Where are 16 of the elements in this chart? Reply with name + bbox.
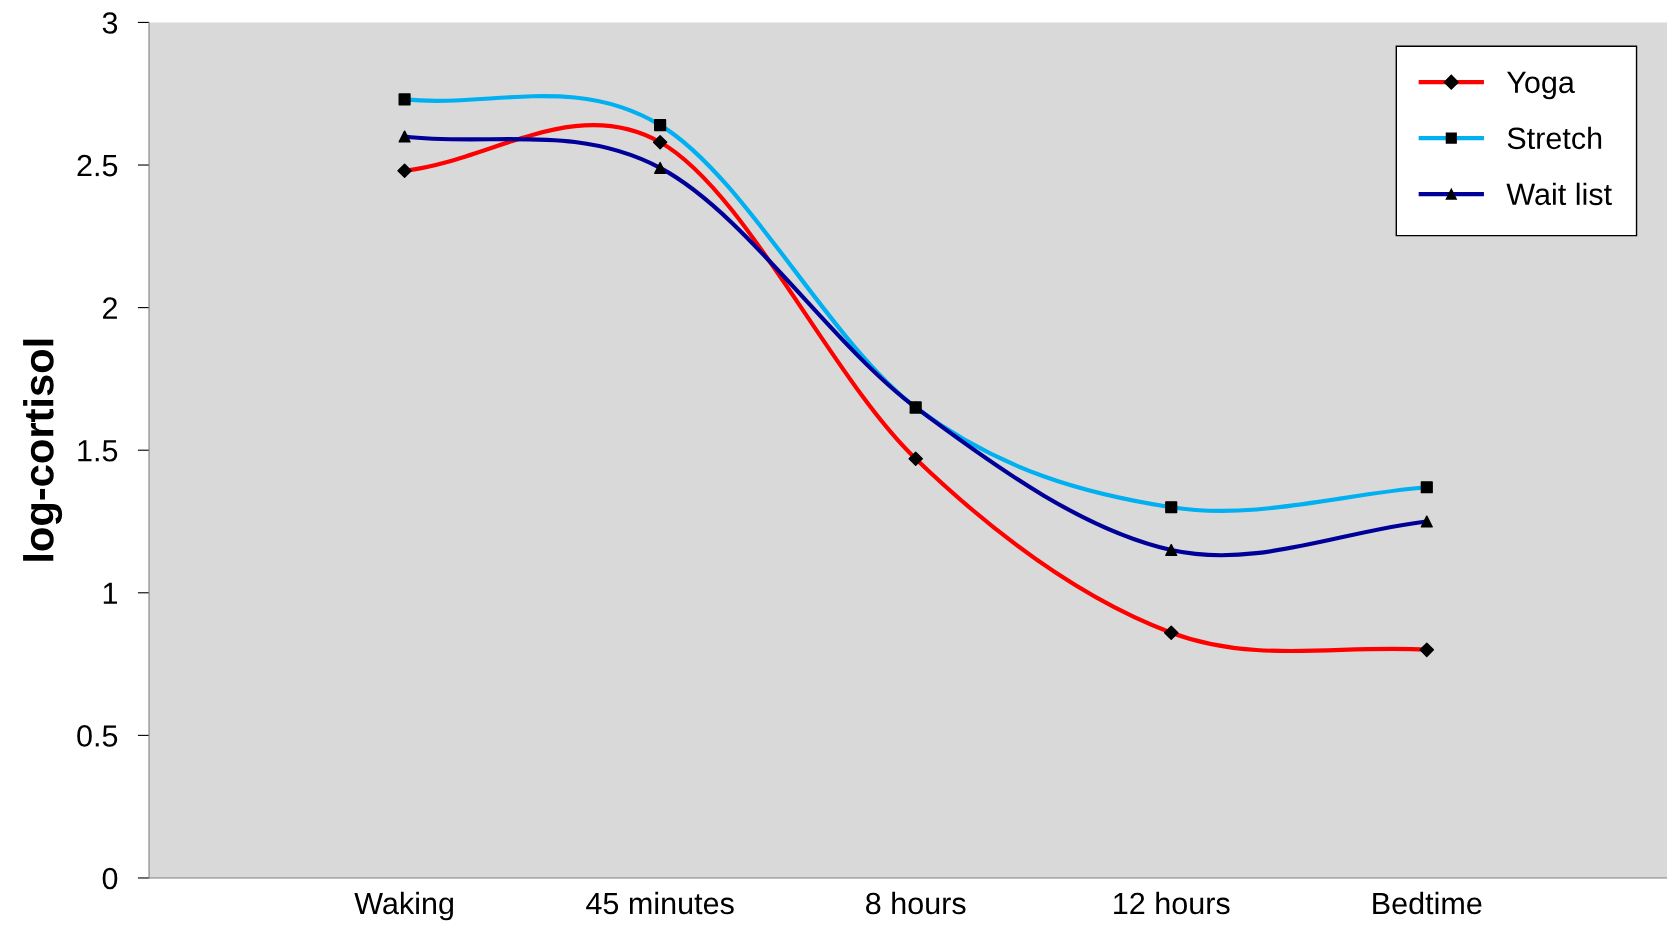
x-tick-label: 8 hours — [866, 891, 966, 915]
x-tick-label: Waking — [354, 891, 453, 921]
x-tick-label: 12 hours — [1114, 891, 1230, 915]
y-tick-label: 1.5 — [78, 440, 118, 462]
y-tick-label: 0.5 — [77, 725, 118, 747]
legend-label: Yoga — [1506, 71, 1575, 100]
x-tick-label: 45 minutes — [586, 891, 734, 915]
y-tick-label: 1 — [103, 582, 117, 604]
y-tick-label: 3 — [102, 12, 118, 34]
legend-label: Wait list — [1506, 182, 1612, 206]
y-tick-label: 2.5 — [77, 154, 118, 177]
x-tick-label: Bedtime — [1373, 891, 1482, 915]
legend-label: Stretch — [1507, 126, 1602, 150]
y-tick-label: 2 — [103, 297, 117, 319]
y-axis-title: log-cortisol — [23, 339, 63, 561]
y-tick-label: 0 — [102, 867, 118, 890]
